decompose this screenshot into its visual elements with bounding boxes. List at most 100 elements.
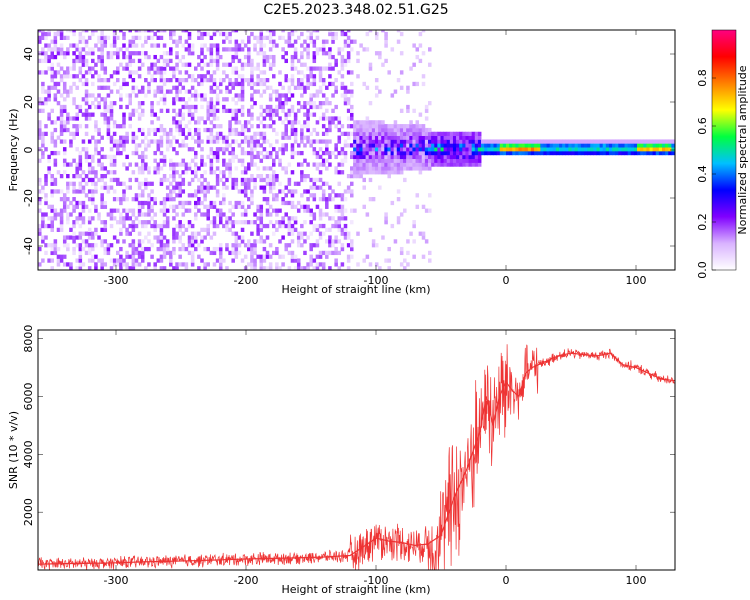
heatmap-cell <box>334 35 338 40</box>
heatmap-cell <box>240 78 245 83</box>
heatmap-cell <box>59 254 64 259</box>
heatmap-cell <box>306 81 310 87</box>
heatmap-cell <box>618 147 622 152</box>
heatmap-cell <box>318 70 323 75</box>
heatmap-cell <box>181 85 186 90</box>
heatmap-cell <box>365 154 370 160</box>
heatmap-cell <box>555 150 560 156</box>
heatmap-cell <box>78 212 83 217</box>
heatmap-cell <box>159 227 164 232</box>
heatmap-cell <box>312 227 317 232</box>
heatmap-cell <box>56 70 61 75</box>
heatmap-cell <box>596 150 600 156</box>
heatmap-cell <box>162 66 167 71</box>
heatmap-cell <box>340 150 345 156</box>
heatmap-cell <box>100 193 104 198</box>
heatmap-cell <box>621 143 625 148</box>
heatmap-cell <box>194 170 198 175</box>
heatmap-cell <box>259 31 264 37</box>
heatmap-cell <box>325 116 329 121</box>
heatmap-cell <box>265 181 270 186</box>
heatmap-cell <box>169 139 173 144</box>
heatmap-cell <box>484 150 488 156</box>
heatmap-cell <box>172 108 176 113</box>
heatmap-cell <box>287 216 292 221</box>
heatmap-cell <box>137 66 142 71</box>
heatmap-cell <box>81 204 86 209</box>
heatmap-cell <box>343 43 348 48</box>
snr-x-label: Height of straight line (km) <box>281 583 430 596</box>
heatmap-cell <box>381 127 385 133</box>
heatmap-cell <box>212 43 217 48</box>
heatmap-cell <box>284 223 288 229</box>
heatmap-cell <box>175 97 179 102</box>
heatmap-cell <box>315 266 320 270</box>
heatmap-cell <box>165 220 170 225</box>
heatmap-cell <box>100 262 104 267</box>
heatmap-cell <box>53 127 58 133</box>
heatmap-cell <box>250 81 254 87</box>
heatmap-cell <box>499 150 504 156</box>
heatmap-cell <box>169 254 173 259</box>
heatmap-cell <box>175 124 179 129</box>
heatmap-cell <box>633 150 638 156</box>
heatmap-cell <box>137 250 142 256</box>
heatmap-cell <box>265 104 270 110</box>
heatmap-cell <box>396 127 401 133</box>
heatmap-cell <box>321 212 326 217</box>
heatmap-cell <box>309 39 313 44</box>
heatmap-cell <box>165 216 170 221</box>
heatmap-cell <box>309 243 313 248</box>
heatmap-cell <box>128 30 132 33</box>
heatmap-cell <box>184 227 189 232</box>
heatmap-cell <box>265 54 270 60</box>
heatmap-cell <box>247 220 251 225</box>
heatmap-cell <box>296 258 301 263</box>
heatmap-cell <box>66 246 70 252</box>
heatmap-cell <box>290 189 295 194</box>
heatmap-cell <box>122 66 126 71</box>
heatmap-cell <box>374 51 379 56</box>
heatmap-cell <box>331 54 335 60</box>
heatmap-cell <box>197 120 201 125</box>
heatmap-cell <box>253 43 257 48</box>
heatmap-cell <box>356 231 360 236</box>
heatmap-cell <box>44 31 48 37</box>
heatmap-cell <box>62 239 67 244</box>
heatmap-cell <box>428 143 432 148</box>
heatmap-cell <box>431 131 435 136</box>
heatmap-cell <box>125 131 129 136</box>
heatmap-cell <box>200 189 204 194</box>
heatmap-cell <box>106 170 111 175</box>
heatmap-cell <box>396 166 401 171</box>
heatmap-cell <box>87 197 92 202</box>
heatmap-cell <box>368 66 373 71</box>
heatmap-cell <box>259 239 264 244</box>
heatmap-cell <box>287 31 292 37</box>
heatmap-cell <box>412 131 416 136</box>
heatmap-cell <box>303 250 307 256</box>
heatmap-cell <box>56 62 61 67</box>
heatmap-cell <box>62 104 67 110</box>
heatmap-cell <box>131 243 136 248</box>
heatmap-cell <box>97 104 101 110</box>
heatmap-cell <box>150 101 154 106</box>
heatmap-cell <box>190 231 195 236</box>
heatmap-cell <box>356 131 360 136</box>
heatmap-cell <box>312 139 317 144</box>
heatmap-cell <box>315 104 320 110</box>
heatmap-cell <box>187 220 192 225</box>
heatmap-cell <box>312 223 317 229</box>
heatmap-cell <box>75 124 79 129</box>
heatmap-cell <box>256 39 260 44</box>
heatmap-cell <box>346 124 351 129</box>
heatmap-cell <box>203 54 207 60</box>
heatmap-cell <box>399 154 404 160</box>
heatmap-cell <box>228 143 232 148</box>
y-tick-label: -20 <box>22 189 35 207</box>
heatmap-cell <box>559 147 563 152</box>
heatmap-cell <box>50 139 54 144</box>
heatmap-cell <box>228 78 232 83</box>
heatmap-cell <box>122 116 126 121</box>
heatmap-cell <box>184 78 189 83</box>
